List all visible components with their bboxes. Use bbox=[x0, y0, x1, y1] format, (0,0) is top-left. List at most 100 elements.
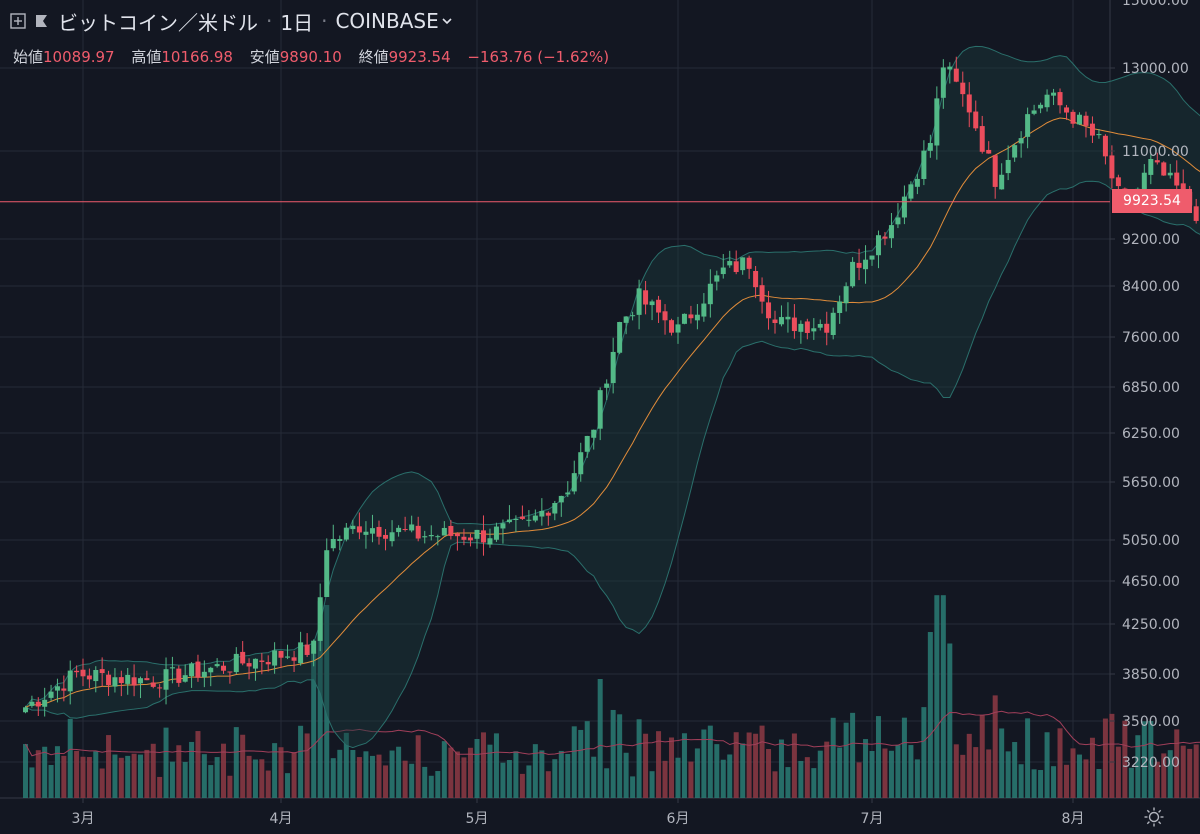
volume-bar bbox=[785, 767, 791, 798]
price-axis-tick: 3850.00 bbox=[1122, 667, 1180, 683]
volume-ma-line bbox=[25, 710, 1200, 757]
add-symbol-icon[interactable] bbox=[10, 13, 26, 29]
candle-body bbox=[824, 323, 830, 333]
candle-body bbox=[131, 677, 137, 686]
volume-bar bbox=[74, 750, 80, 798]
volume-bar bbox=[875, 716, 881, 798]
candle-body bbox=[584, 435, 590, 452]
candle-body bbox=[246, 663, 252, 667]
volume-bar bbox=[597, 678, 603, 798]
candle-body bbox=[753, 271, 759, 288]
candle-body bbox=[953, 68, 959, 82]
volume-bar bbox=[35, 750, 41, 798]
candle-body bbox=[694, 314, 700, 321]
candle-body bbox=[29, 701, 35, 706]
volume-bar bbox=[798, 760, 804, 798]
volume-bar bbox=[106, 735, 112, 798]
volume-bar bbox=[363, 751, 369, 798]
volume-bar bbox=[1135, 735, 1141, 798]
interval[interactable]: 1日 bbox=[280, 10, 314, 35]
price-axis-tick: 11000.00 bbox=[1122, 144, 1189, 160]
candle-body bbox=[330, 538, 336, 549]
candle-body bbox=[895, 217, 901, 225]
symbol-name[interactable]: ビットコイン／米ドル bbox=[58, 10, 258, 35]
candle-body bbox=[604, 383, 610, 388]
last-price-label: 9923.54 bbox=[1112, 189, 1192, 213]
candle-body bbox=[714, 275, 720, 282]
volume-bar bbox=[1057, 728, 1063, 798]
volume-bar bbox=[759, 725, 765, 798]
price-axis-tick: 15000.00 bbox=[1122, 0, 1189, 9]
volume-bar bbox=[291, 752, 297, 798]
candle-body bbox=[539, 510, 545, 517]
volume-bar bbox=[29, 767, 35, 798]
candle-body bbox=[376, 526, 382, 537]
candle-body bbox=[791, 317, 797, 332]
candle-body bbox=[227, 671, 233, 673]
volume-bar bbox=[409, 763, 415, 798]
volume-bar bbox=[324, 604, 330, 798]
volume-bar bbox=[376, 754, 382, 798]
volume-bar bbox=[125, 755, 131, 798]
flag-icon[interactable] bbox=[34, 13, 50, 29]
candle-body bbox=[285, 656, 291, 658]
candle-body bbox=[137, 678, 143, 684]
candle-body bbox=[1174, 172, 1180, 186]
separator-dot: · bbox=[321, 9, 328, 33]
gear-icon[interactable] bbox=[1143, 806, 1165, 828]
volume-bar bbox=[330, 758, 336, 798]
volume-bar bbox=[688, 761, 694, 798]
volume-bar bbox=[1141, 721, 1147, 798]
ohlc-legend: 始値10089.97 高値10166.98 安値9890.10 終値9923.5… bbox=[13, 46, 609, 67]
candle-body bbox=[80, 669, 86, 677]
candle-body bbox=[772, 319, 778, 324]
time-axis-tick: 6月 bbox=[667, 811, 690, 827]
candle-body bbox=[1076, 114, 1082, 125]
candle-body bbox=[1044, 94, 1050, 108]
candle-body bbox=[214, 664, 220, 667]
volume-bar bbox=[441, 741, 447, 798]
volume-bar bbox=[623, 752, 629, 798]
volume-bar bbox=[681, 733, 687, 798]
volume-bar bbox=[337, 749, 343, 798]
exchange[interactable]: COINBASE bbox=[335, 9, 439, 33]
price-axis-tick: 9200.00 bbox=[1122, 232, 1180, 248]
price-axis-tick: 4250.00 bbox=[1122, 617, 1180, 633]
volume-bar bbox=[195, 731, 201, 798]
candle-body bbox=[999, 174, 1005, 190]
candle-body bbox=[545, 512, 551, 516]
volume-bar bbox=[656, 731, 662, 798]
candle-body bbox=[278, 650, 284, 658]
candle-body bbox=[617, 322, 623, 353]
volume-bar bbox=[402, 760, 408, 798]
candle-body bbox=[163, 669, 169, 690]
volume-bar bbox=[118, 757, 124, 798]
volume-bar bbox=[1038, 770, 1044, 798]
volume-bar bbox=[240, 734, 246, 798]
volume-bar bbox=[54, 746, 60, 798]
volume-bar bbox=[214, 757, 220, 798]
candle-body bbox=[973, 111, 979, 129]
volume-bar bbox=[824, 741, 830, 798]
candle-body bbox=[882, 236, 888, 239]
price-axis-tick: 13000.00 bbox=[1122, 61, 1189, 77]
volume-bar bbox=[979, 715, 985, 798]
candle-body bbox=[304, 644, 310, 655]
chevron-down-icon[interactable] bbox=[441, 15, 453, 27]
volume-bar bbox=[694, 748, 700, 798]
candle-body bbox=[189, 663, 195, 677]
candle-body bbox=[992, 155, 998, 187]
candle-body bbox=[480, 530, 486, 543]
volume-bar bbox=[707, 725, 713, 798]
candle-body bbox=[837, 301, 843, 313]
volume-bar bbox=[389, 750, 395, 798]
volume-bar bbox=[285, 773, 291, 798]
candle-body bbox=[843, 286, 849, 304]
candle-body bbox=[1031, 110, 1037, 114]
candle-body bbox=[448, 525, 454, 536]
volume-bar bbox=[953, 744, 959, 798]
volume-bar bbox=[383, 765, 389, 798]
candle-body bbox=[830, 312, 836, 336]
candle-body bbox=[1148, 158, 1154, 175]
